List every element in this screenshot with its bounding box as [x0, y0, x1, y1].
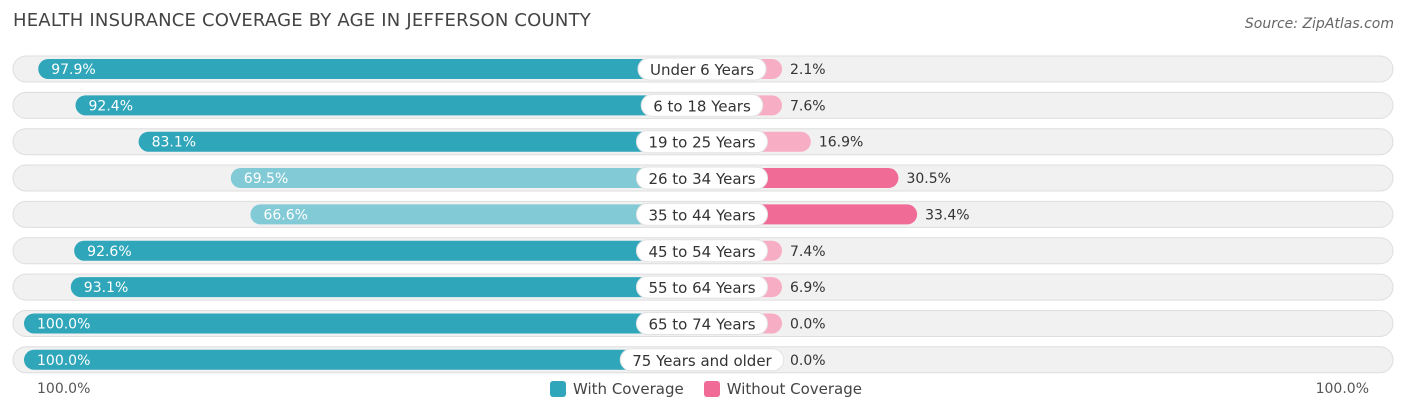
chart-row: 92.6% 7.4% 45 to 54 Years: [12, 237, 1394, 265]
category-label: 75 Years and older: [632, 352, 772, 370]
bar-with-coverage-label: 92.4%: [89, 98, 133, 114]
chart-row: 93.1% 6.9% 55 to 64 Years: [12, 273, 1394, 301]
bar-with-coverage-label: 69.5%: [244, 171, 288, 187]
legend-item-without-coverage[interactable]: Without Coverage: [703, 380, 862, 398]
category-pill: [640, 93, 764, 117]
bar-without-coverage-label: 0.0%: [790, 353, 826, 369]
bar-with-coverage: [250, 204, 702, 225]
bar-with-coverage: [138, 131, 702, 152]
category-pill: [635, 166, 769, 190]
legend-label-with-coverage: With Coverage: [573, 380, 684, 398]
bar-with-coverage-label: 66.6%: [263, 207, 307, 223]
bar-without-coverage-label: 33.4%: [925, 207, 969, 223]
bar-without-coverage-label: 30.5%: [906, 171, 950, 187]
category-label: 55 to 64 Years: [648, 279, 755, 297]
bar-without-coverage-label: 7.6%: [790, 98, 826, 114]
bar-with-coverage: [24, 313, 702, 334]
category-label: 19 to 25 Years: [648, 134, 755, 152]
bar-with-coverage-label: 100.0%: [37, 353, 90, 369]
chart-title: HEALTH INSURANCE COVERAGE BY AGE IN JEFF…: [13, 10, 591, 31]
bar-chart: 97.9% 2.1% Under 6 Years 92.4% 7.6% 6 to 18 Y…: [12, 55, 1394, 374]
bar-with-coverage-label: 97.9%: [51, 62, 95, 78]
category-pill: [619, 348, 785, 372]
category-label: 65 to 74 Years: [648, 315, 755, 333]
bar-with-coverage-label: 92.6%: [87, 244, 131, 260]
legend-swatch-without-coverage: [703, 381, 720, 397]
category-pill: [635, 202, 769, 226]
axis-right-label: 100.0%: [1315, 381, 1369, 397]
category-pill: [637, 57, 767, 81]
chart-row: 100.0% 0.0% 75 Years and older: [12, 346, 1394, 374]
legend-swatch-with-coverage: [550, 381, 566, 397]
legend-item-with-coverage[interactable]: With Coverage: [550, 380, 684, 398]
bar-without-coverage-label: 0.0%: [790, 316, 826, 332]
chart-row: 100.0% 0.0% 65 to 74 Years: [12, 309, 1394, 337]
chart-row: 83.1% 16.9% 19 to 25 Years: [12, 128, 1394, 156]
category-label: 45 to 54 Years: [648, 243, 755, 261]
bar-with-coverage: [70, 277, 703, 298]
category-label: 6 to 18 Years: [653, 97, 751, 115]
bar-with-coverage: [38, 59, 703, 79]
chart-row: 92.4% 7.6% 6 to 18 Years: [12, 91, 1394, 119]
bar-without-coverage-label: 7.4%: [790, 244, 826, 260]
bar-with-coverage-label: 100.0%: [37, 316, 90, 332]
bar-with-coverage-label: 93.1%: [84, 280, 128, 296]
bar-with-coverage: [74, 240, 702, 261]
bar-without-coverage-label: 16.9%: [819, 135, 863, 151]
legend-label-without-coverage: Without Coverage: [726, 380, 862, 398]
category-label: 35 to 44 Years: [648, 206, 755, 224]
bar-with-coverage-label: 83.1%: [152, 135, 196, 151]
bar-with-coverage: [75, 95, 702, 116]
category-label: Under 6 Years: [650, 61, 754, 79]
chart-row: 66.6% 33.4% 35 to 44 Years: [12, 200, 1394, 228]
category-label: 26 to 34 Years: [648, 170, 755, 188]
bar-with-coverage: [24, 349, 702, 370]
source-label: Source: ZipAtlas.com: [1244, 16, 1394, 32]
bar-with-coverage: [230, 168, 703, 189]
category-pill: [635, 311, 769, 335]
bar-without-coverage-label: 6.9%: [790, 280, 826, 296]
legend: With Coverage Without Coverage: [550, 380, 862, 398]
category-pill: [635, 239, 769, 263]
axis-left-label: 100.0%: [37, 381, 91, 397]
chart-row: 69.5% 30.5% 26 to 34 Years: [12, 164, 1394, 192]
category-pill: [635, 130, 769, 154]
bar-without-coverage-label: 2.1%: [790, 62, 826, 78]
chart-row: 97.9% 2.1% Under 6 Years: [12, 55, 1394, 83]
category-pill: [635, 275, 769, 299]
